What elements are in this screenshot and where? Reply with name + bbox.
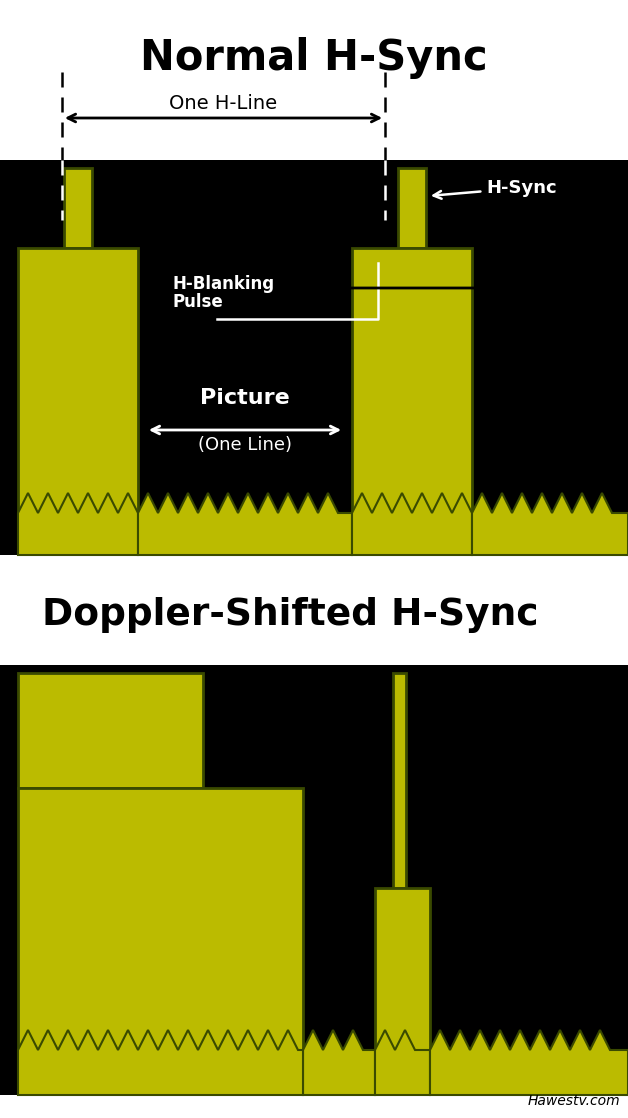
Text: Normal H-Sync: Normal H-Sync bbox=[140, 37, 488, 79]
Text: One H-Line: One H-Line bbox=[170, 94, 278, 113]
Bar bbox=[375, 888, 430, 1050]
Bar bbox=[0, 560, 628, 665]
Text: (One Line): (One Line) bbox=[198, 436, 292, 454]
Polygon shape bbox=[472, 493, 628, 555]
Polygon shape bbox=[375, 1030, 430, 1095]
Text: Pulse: Pulse bbox=[172, 293, 223, 311]
Polygon shape bbox=[18, 493, 138, 555]
Bar bbox=[398, 168, 426, 248]
Polygon shape bbox=[352, 493, 472, 555]
Polygon shape bbox=[18, 1030, 303, 1095]
Bar bbox=[64, 168, 92, 248]
Bar bbox=[18, 788, 303, 1050]
Polygon shape bbox=[430, 1030, 628, 1095]
Bar bbox=[0, 0, 628, 160]
Bar bbox=[0, 665, 628, 1095]
Text: Hawestv.com: Hawestv.com bbox=[528, 1095, 620, 1108]
Text: Picture: Picture bbox=[200, 388, 290, 408]
Polygon shape bbox=[303, 1030, 375, 1095]
Polygon shape bbox=[138, 493, 352, 555]
Bar bbox=[0, 160, 628, 555]
Bar bbox=[18, 673, 203, 788]
Bar bbox=[352, 248, 472, 547]
Text: H-Sync: H-Sync bbox=[433, 179, 556, 199]
Bar bbox=[18, 248, 138, 547]
Bar bbox=[393, 673, 406, 888]
Text: H-Blanking: H-Blanking bbox=[172, 275, 274, 293]
Text: Doppler-Shifted H-Sync: Doppler-Shifted H-Sync bbox=[41, 597, 538, 633]
